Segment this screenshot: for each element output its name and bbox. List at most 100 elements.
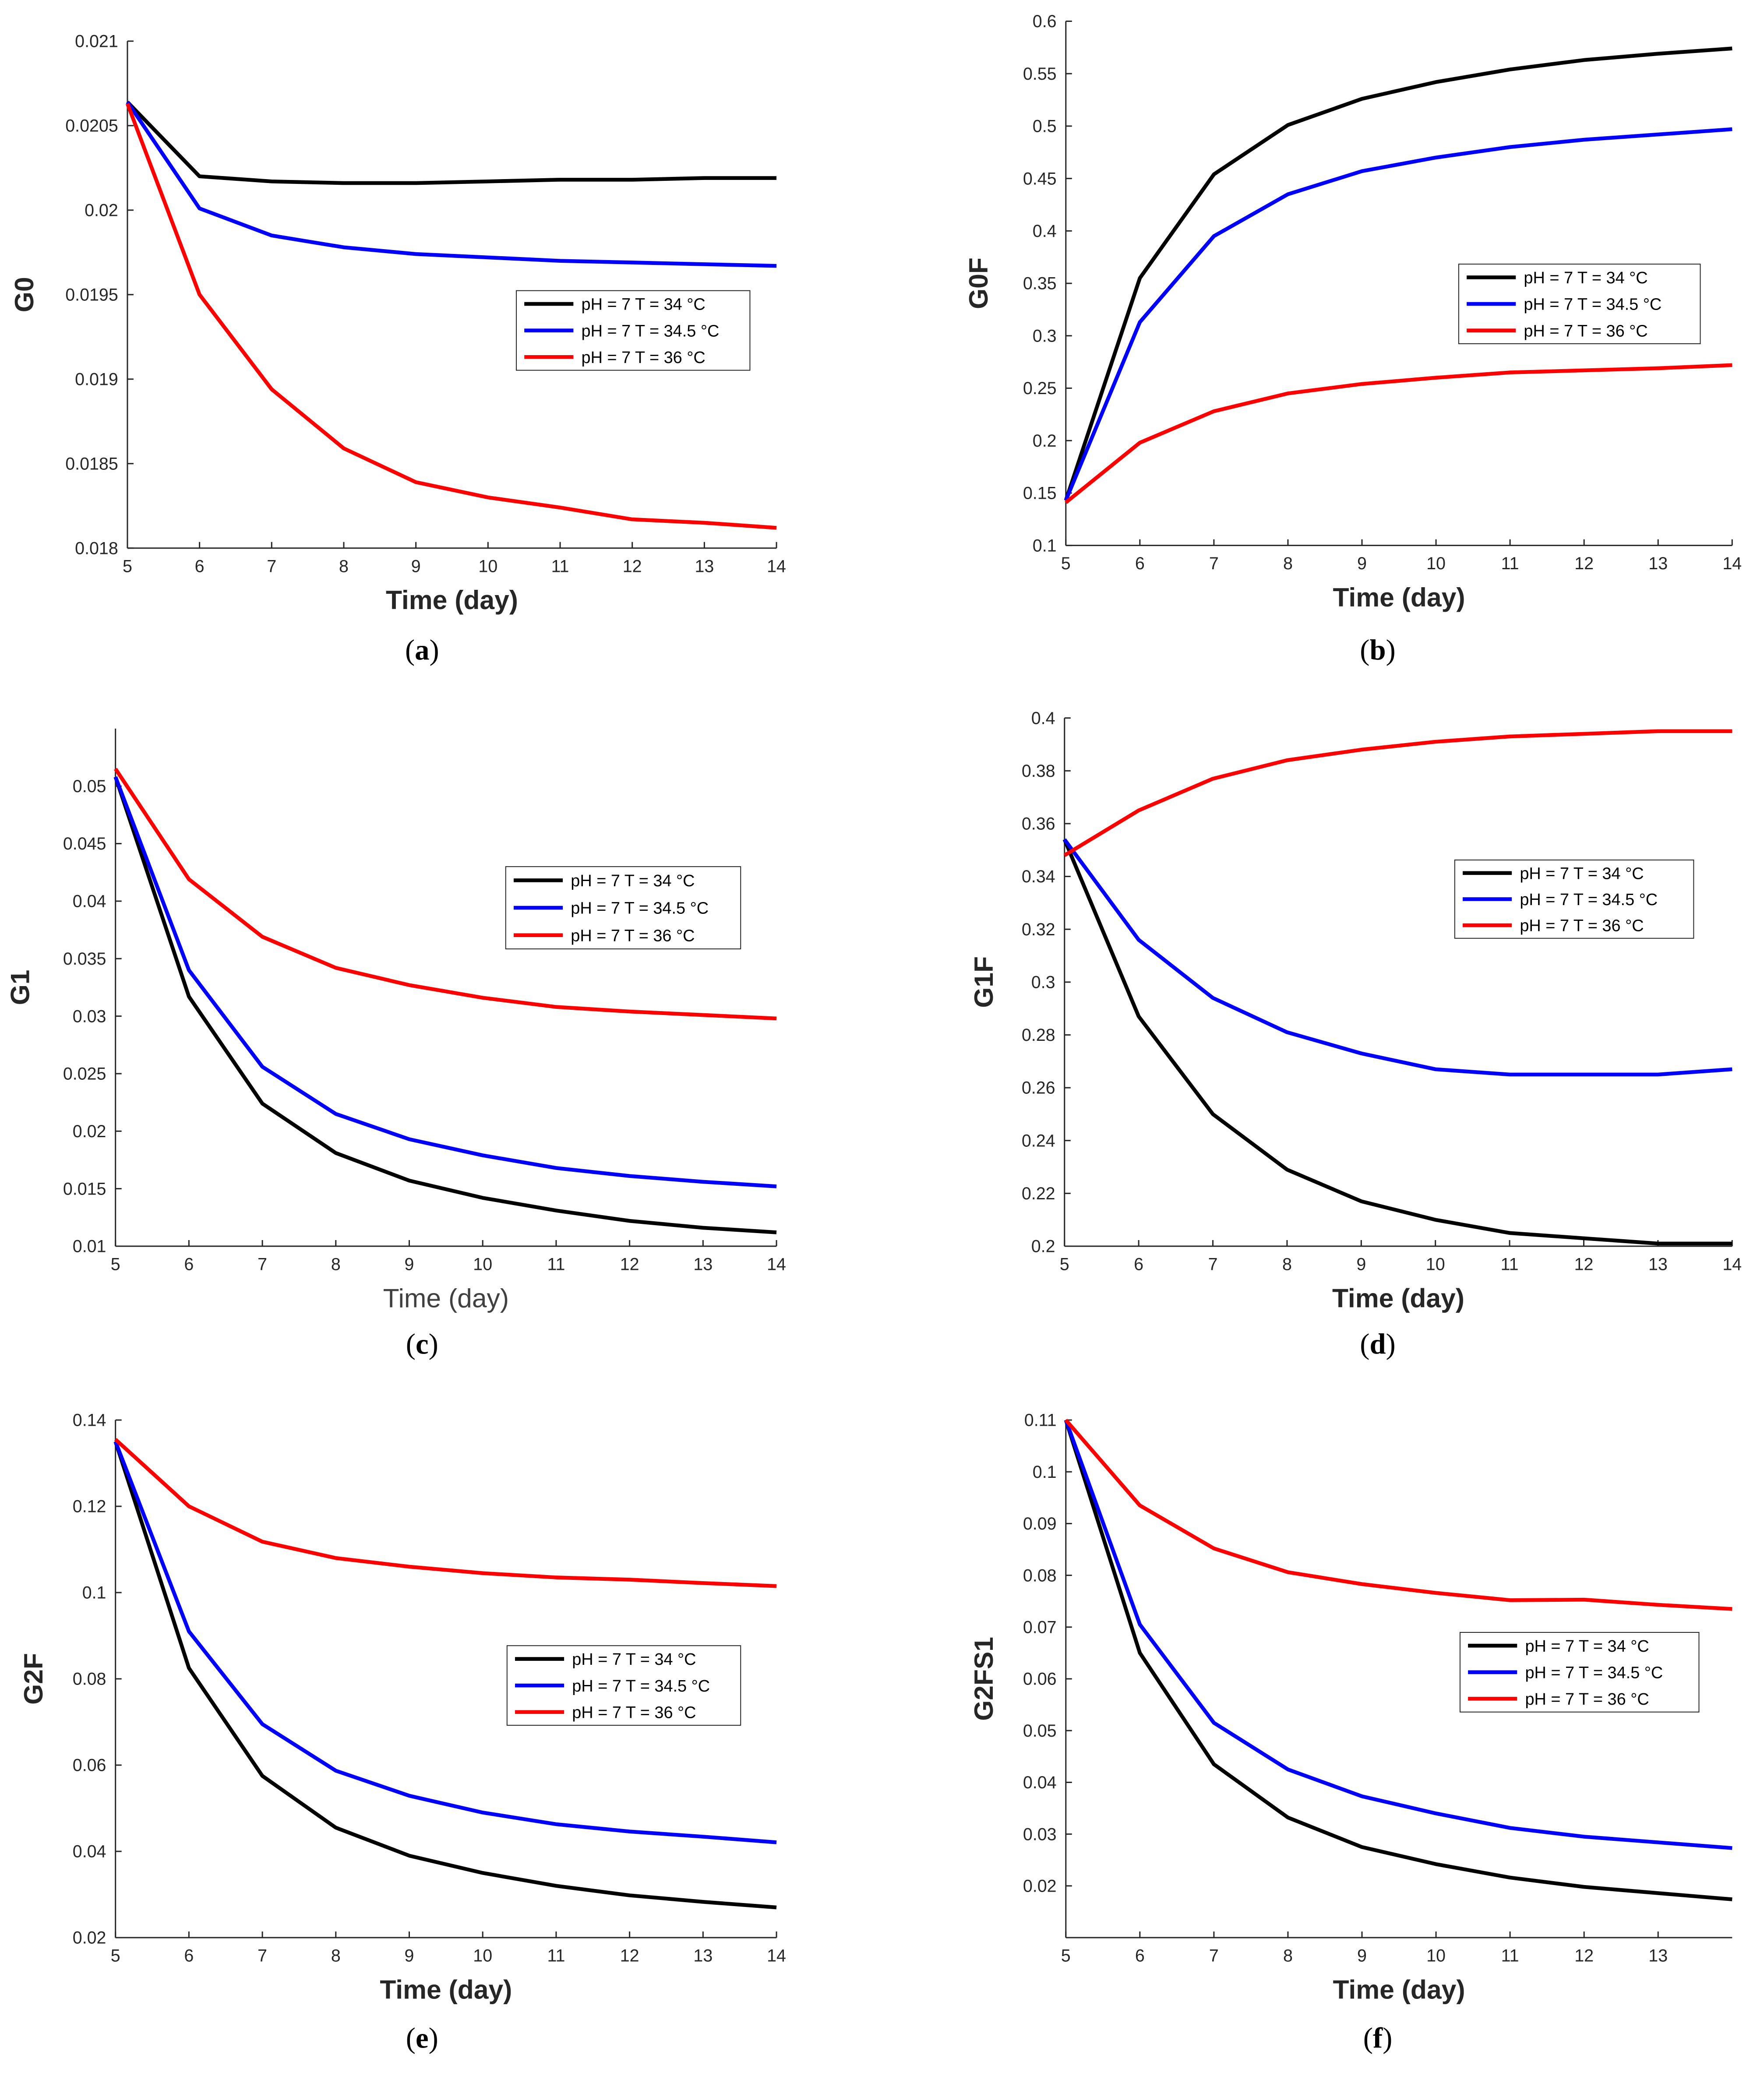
x-tick-label: 5 — [111, 1255, 120, 1274]
x-tick-label: 11 — [551, 557, 569, 576]
y-tick-label: 0.05 — [1023, 1721, 1057, 1741]
series-line-2 — [114, 1438, 777, 1588]
x-tick-label: 13 — [1648, 554, 1668, 573]
y-axis-label: G0 — [9, 277, 39, 312]
panel-f: 5 6 7 8 9 10 11 12 13 0.02 0.03 0.04 0.05 0.06 0.07 0.0… — [969, 1411, 1732, 2055]
x-tick-label: 5 — [111, 1946, 120, 1966]
panel-b: 5 6 7 8 9 10 11 12 13 14 0.1 0.15 0.2 0.25 0.3 0.35 0.4 0… — [963, 12, 1742, 666]
x-tick-label: 12 — [1574, 554, 1594, 573]
legend-label: pH = 7 T = 34 °C — [571, 872, 695, 890]
x-tick-label: 6 — [195, 557, 205, 576]
x-tick-label: 7 — [1209, 554, 1219, 573]
x-tick-label: 6 — [1135, 1946, 1145, 1966]
series-line-0 — [1064, 1419, 1732, 1901]
x-tick-label: 10 — [1426, 1255, 1445, 1274]
y-tick-label: 0.06 — [73, 1756, 106, 1775]
x-tick-label: 7 — [1209, 1946, 1219, 1966]
y-tick-label: 0.3 — [1033, 326, 1057, 345]
y-tick-label: 0.035 — [63, 949, 106, 969]
y-tick-label: 0.15 — [1023, 484, 1057, 503]
legend-label: pH = 7 T = 36 °C — [582, 349, 706, 367]
x-tick-label: 7 — [258, 1255, 267, 1274]
y-tick-label: 0.2 — [1033, 431, 1057, 451]
legend-label: pH = 7 T = 36 °C — [572, 1703, 696, 1722]
x-tick-label: 14 — [1722, 1255, 1742, 1274]
y-tick-label: 0.25 — [1023, 379, 1057, 398]
y-tick-label: 0.018 — [75, 539, 118, 558]
series-line-2 — [1064, 1419, 1732, 1611]
y-tick-label: 0.015 — [63, 1179, 106, 1198]
y-tick-label: 0.06 — [1023, 1670, 1057, 1689]
x-tick-label: 8 — [1282, 1255, 1292, 1274]
series-line-1 — [113, 776, 777, 1188]
series-line-0 — [1062, 839, 1732, 1246]
y-tick-label: 0.32 — [1022, 920, 1055, 939]
y-tick-label: 0.4 — [1031, 708, 1055, 728]
x-tick-label: 11 — [547, 1255, 565, 1274]
y-tick-label: 0.11 — [1024, 1411, 1057, 1430]
x-tick-label: 13 — [693, 1255, 713, 1274]
x-tick-label: 12 — [1574, 1946, 1594, 1966]
x-tick-label: 10 — [478, 557, 497, 576]
x-tick-label: 9 — [1357, 554, 1367, 573]
x-tick-label: 13 — [1648, 1255, 1668, 1274]
y-tick-label: 0.01 — [73, 1237, 106, 1256]
y-tick-label: 0.08 — [1023, 1566, 1057, 1585]
panel-e: 5 6 7 8 9 10 11 12 13 14 0.02 0.04 0.06 0.08 0.1 0.12 0.… — [18, 1411, 786, 2055]
x-tick-label: 10 — [1426, 1946, 1446, 1966]
x-tick-label: 12 — [620, 1946, 639, 1966]
x-tick-label: 12 — [1574, 1255, 1594, 1274]
x-tick-label: 10 — [473, 1255, 492, 1274]
x-tick-label: 9 — [411, 557, 421, 576]
y-tick-label: 0.045 — [63, 834, 106, 853]
y-tick-label: 0.02 — [73, 1928, 106, 1948]
series-line-1 — [113, 1441, 777, 1844]
legend-label: pH = 7 T = 34.5 °C — [1524, 296, 1662, 314]
y-tick-label: 0.34 — [1022, 867, 1055, 886]
legend-label: pH = 7 T = 34 °C — [1520, 864, 1644, 883]
x-tick-label: 8 — [331, 1946, 341, 1966]
series-line-0 — [113, 776, 777, 1234]
x-tick-label: 7 — [1208, 1255, 1218, 1274]
x-tick-label: 9 — [405, 1255, 414, 1274]
y-tick-label: 0.09 — [1023, 1514, 1057, 1533]
x-axis-label: Time (day) — [383, 1283, 509, 1313]
x-tick-label: 12 — [620, 1255, 639, 1274]
y-tick-label: 0.2 — [1031, 1237, 1055, 1256]
x-axis-label: Time (day) — [380, 1974, 512, 2004]
series-line-2 — [125, 103, 777, 530]
y-tick-label: 0.36 — [1022, 814, 1055, 834]
y-axis-label: G1 — [5, 970, 35, 1005]
series-line-2 — [1063, 729, 1732, 857]
y-tick-label: 0.14 — [73, 1411, 106, 1430]
panel-caption: (f) — [1363, 2023, 1393, 2055]
x-tick-label: 9 — [405, 1946, 414, 1966]
legend-label: pH = 7 T = 34 °C — [582, 296, 706, 314]
y-tick-label: 0.45 — [1023, 169, 1057, 188]
y-axis-label: G0F — [963, 257, 993, 309]
y-tick-label: 0.025 — [63, 1064, 106, 1084]
x-tick-label: 14 — [1722, 554, 1742, 573]
y-tick-label: 0.26 — [1022, 1078, 1055, 1098]
panel-a: 5 6 7 8 9 10 11 12 13 14 0.018 0.0185 0.019 0.0195 0.0… — [9, 32, 786, 666]
x-tick-label: 6 — [184, 1255, 194, 1274]
y-tick-label: 0.28 — [1022, 1026, 1055, 1045]
y-tick-label: 0.07 — [1023, 1618, 1057, 1637]
panel-d: 5 6 7 8 9 10 11 12 13 14 0.2 0.22 0.24 0.26 0.28 0.3 0.3… — [969, 708, 1742, 1360]
y-tick-label: 0.5 — [1033, 117, 1057, 136]
legend-label: pH = 7 T = 34.5 °C — [571, 899, 709, 918]
x-tick-label: 14 — [767, 557, 786, 576]
y-tick-label: 0.38 — [1022, 761, 1055, 781]
y-tick-label: 0.019 — [75, 370, 118, 389]
y-tick-label: 0.04 — [73, 892, 106, 911]
legend-label: pH = 7 T = 34 °C — [572, 1650, 696, 1669]
series-line-1 — [1063, 838, 1732, 1077]
y-axis-label: G2FS1 — [969, 1637, 998, 1721]
legend-label: pH = 7 T = 36 °C — [571, 927, 695, 945]
legend-label: pH = 7 T = 36 °C — [1520, 917, 1644, 935]
x-tick-label: 8 — [1283, 1946, 1293, 1966]
x-tick-label: 8 — [331, 1255, 341, 1274]
legend-label: pH = 7 T = 36 °C — [1524, 322, 1648, 340]
series-line-0 — [1064, 46, 1732, 501]
